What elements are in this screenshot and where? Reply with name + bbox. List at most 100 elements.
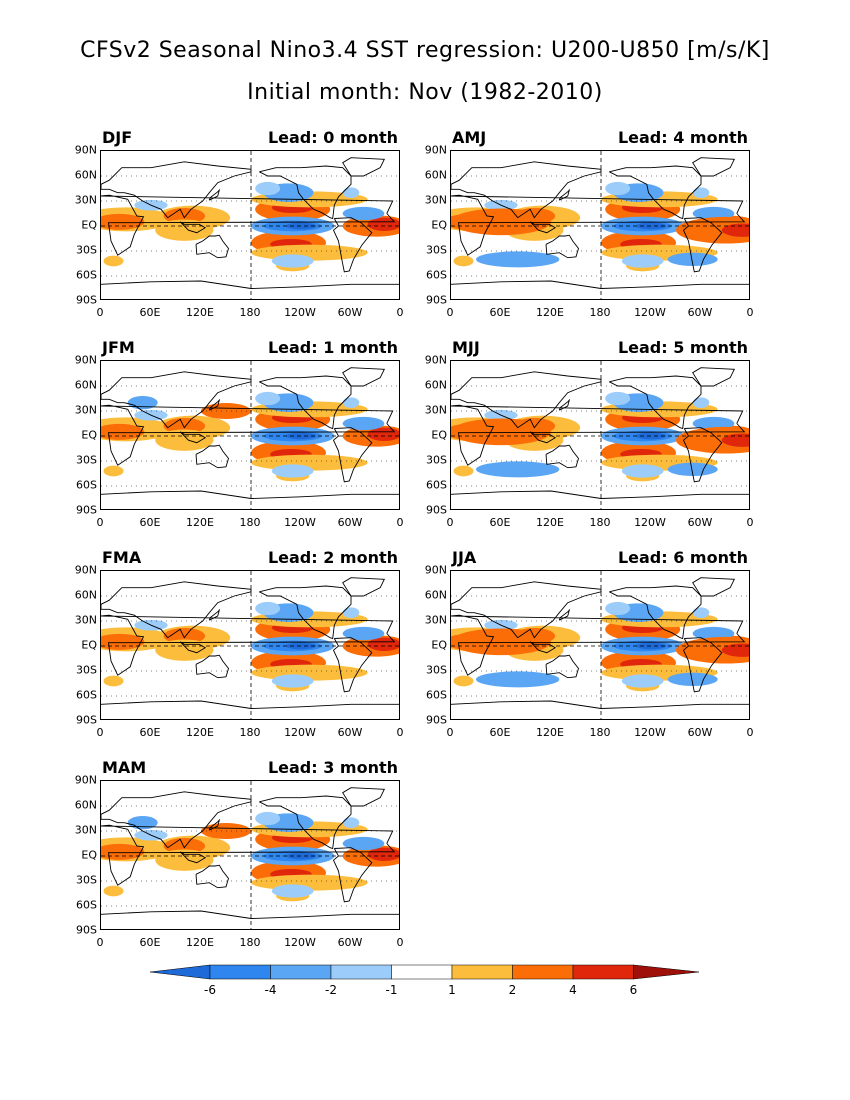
- latitude-tick-label: 60S: [426, 688, 447, 702]
- map-svg: [101, 151, 399, 299]
- contour-shading: [342, 836, 385, 851]
- panel-header: FMA Lead: 2 month: [100, 548, 400, 568]
- coastline: [101, 404, 396, 466]
- longitude-tick-label: 120E: [536, 306, 564, 319]
- colorbar-tick-label: -6: [204, 983, 216, 997]
- latitude-tick-label: 60N: [74, 588, 97, 602]
- contour-shading: [163, 418, 206, 434]
- longitude-tick-label: 120E: [186, 306, 214, 319]
- longitude-tick-label: 180: [589, 516, 611, 529]
- colorbar-right-arrow: [633, 964, 700, 980]
- contour-shading: [255, 181, 281, 196]
- colorbar-swatch: [391, 964, 453, 980]
- longitude-tick-label: 180: [239, 936, 261, 949]
- latitude-tick-label: 90N: [74, 353, 97, 367]
- latitude-tick-label: 90N: [424, 353, 447, 367]
- latitude-tick-label: EQ: [81, 638, 97, 652]
- coastline: [208, 818, 221, 831]
- contour-shading: [271, 464, 314, 478]
- contour-shading: [367, 427, 399, 441]
- map-svg: [451, 571, 749, 719]
- latitude-tick-label: 90N: [424, 563, 447, 577]
- coastline: [545, 444, 579, 469]
- contour-shading: [163, 628, 206, 644]
- latitude-tick-label: 30N: [74, 613, 97, 627]
- coastline: [332, 637, 373, 693]
- latitude-tick-label: 60N: [74, 168, 97, 182]
- contour-shading: [103, 675, 124, 687]
- coastline: [101, 371, 252, 429]
- contour-shading: [255, 391, 281, 406]
- panel-season-label: MJJ: [452, 338, 480, 357]
- coastline: [195, 444, 229, 469]
- contour-shading: [155, 219, 214, 241]
- contour-shading: [692, 626, 735, 641]
- longitude-tick-label: 60W: [337, 516, 363, 529]
- coastline: [451, 371, 602, 429]
- latitude-tick-label: 30N: [74, 823, 97, 837]
- longitude-tick-label: 60E: [139, 306, 161, 319]
- coastline: [682, 427, 723, 483]
- coastline: [342, 367, 386, 387]
- coastline: [332, 427, 373, 483]
- contour-shading: [342, 206, 385, 221]
- latitude-tick-label: 60S: [426, 478, 447, 492]
- colorbar-swatch: [572, 964, 634, 980]
- coastline: [208, 398, 221, 411]
- latitude-tick-label: 30S: [426, 453, 447, 467]
- longitude-tick-label: 0: [746, 306, 754, 319]
- coastline: [558, 398, 571, 411]
- contour-shading: [676, 636, 749, 664]
- contour-shading: [692, 206, 735, 221]
- anomaly-field: [101, 181, 399, 272]
- longitude-tick-label: 120E: [186, 726, 214, 739]
- latitude-tick-label: 90S: [76, 503, 97, 517]
- coastline: [342, 577, 386, 597]
- latitude-tick-label: 60N: [74, 378, 97, 392]
- coastline: [451, 161, 602, 219]
- anomaly-field: [451, 181, 749, 272]
- latitude-tick-label: 60S: [76, 898, 97, 912]
- contour-shading: [367, 217, 399, 231]
- longitude-tick-label: 60W: [337, 306, 363, 319]
- contour-shading: [342, 607, 360, 618]
- regression-map: [100, 780, 400, 930]
- contour-shading: [676, 216, 749, 244]
- contour-shading: [342, 626, 385, 641]
- longitude-tick-label: 120W: [634, 306, 666, 319]
- contour-shading: [163, 208, 206, 224]
- latitude-tick-label: 60S: [426, 268, 447, 282]
- contour-shading: [255, 811, 281, 826]
- coastline: [101, 791, 252, 849]
- latitude-tick-label: 60S: [76, 688, 97, 702]
- latitude-tick-label: 90S: [426, 503, 447, 517]
- colorbar-bar: [149, 964, 700, 980]
- longitude-tick-label: 180: [239, 726, 261, 739]
- contour-shading: [103, 465, 124, 477]
- coastline: [529, 431, 557, 444]
- latitude-tick-label: 30N: [424, 613, 447, 627]
- coastline: [259, 375, 352, 430]
- latitude-tick-label: 30S: [76, 663, 97, 677]
- coastline: [692, 577, 736, 597]
- contour-shading: [453, 675, 474, 687]
- coastline: [259, 795, 352, 850]
- panel-header: DJF Lead: 0 month: [100, 128, 400, 148]
- contour-shading: [342, 187, 360, 198]
- panel-header: JFM Lead: 1 month: [100, 338, 400, 358]
- contour-shading: [721, 223, 749, 237]
- coastline: [101, 581, 252, 639]
- longitude-tick-label: 60E: [139, 516, 161, 529]
- anomaly-field: [101, 601, 399, 692]
- longitude-tick-label: 60W: [687, 306, 713, 319]
- longitude-tick-label: 0: [396, 936, 404, 949]
- longitude-tick-label: 120E: [536, 726, 564, 739]
- latitude-tick-label: EQ: [81, 428, 97, 442]
- longitude-tick-label: 120W: [634, 726, 666, 739]
- longitude-tick-label: 60E: [489, 306, 511, 319]
- latitude-tick-label: 30N: [424, 193, 447, 207]
- panel-season-label: MAM: [102, 758, 147, 777]
- latitude-tick-label: 30N: [424, 403, 447, 417]
- latitude-tick-label: 90N: [74, 563, 97, 577]
- longitude-tick-label: 120W: [634, 516, 666, 529]
